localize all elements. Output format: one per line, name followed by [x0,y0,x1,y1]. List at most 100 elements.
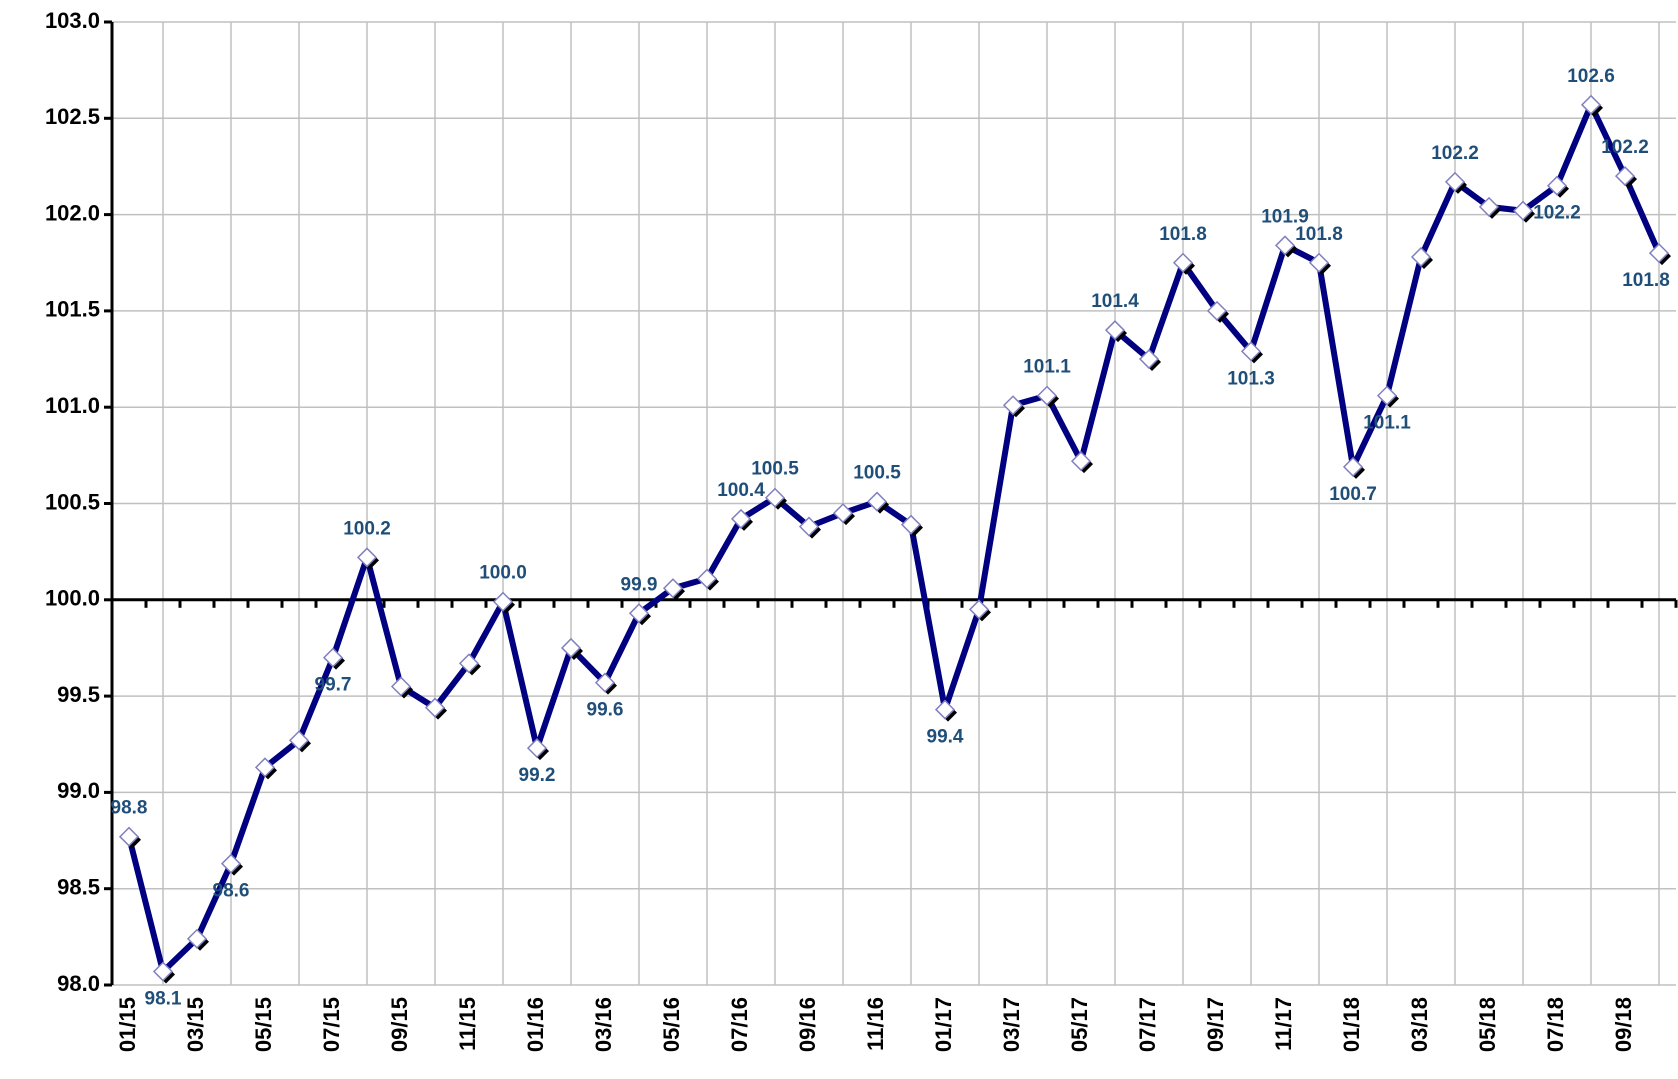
data-label: 100.7 [1329,484,1377,505]
x-tick-label: 01/18 [1339,997,1364,1052]
data-label: 100.2 [343,518,391,539]
data-label: 98.6 [213,881,250,902]
marker [152,961,175,984]
marker [526,738,549,761]
data-label: 102.6 [1567,66,1615,87]
marker [934,699,957,722]
marker [1342,456,1364,477]
marker [1376,385,1398,406]
marker [798,516,820,537]
x-tick-label: 03/15 [183,997,208,1052]
data-label: 102.2 [1431,143,1479,164]
marker [1546,175,1569,198]
x-tick-label: 05/16 [659,997,684,1052]
marker [1614,166,1637,189]
marker [1444,171,1466,192]
marker [730,508,752,529]
marker [1036,385,1058,406]
marker [1172,252,1195,275]
x-tick-label: 03/16 [591,997,616,1052]
marker [1376,385,1399,408]
marker [424,697,447,720]
marker [1648,243,1671,266]
marker [866,491,888,512]
x-tick-label: 05/15 [251,997,276,1052]
marker [764,487,786,508]
marker [186,928,209,951]
data-label: 101.8 [1159,224,1207,245]
marker [424,697,446,718]
marker [1308,252,1330,273]
marker [492,591,515,614]
data-label: 101.8 [1622,270,1670,291]
marker [628,603,651,626]
marker [152,961,174,982]
marker [628,603,650,624]
marker [458,653,480,674]
x-tick-label: 07/17 [1135,997,1160,1052]
x-tick-label: 09/15 [387,997,412,1052]
y-tick-label: 100.5 [45,489,100,514]
y-tick-label: 99.5 [57,682,100,707]
marker [934,699,956,720]
marker [288,730,311,753]
marker [1002,395,1024,416]
marker [1274,235,1297,258]
x-tick-label: 07/16 [727,997,752,1052]
marker [118,826,141,849]
marker [1444,171,1467,194]
marker [1580,94,1603,117]
marker [254,757,277,780]
marker [1478,196,1501,219]
marker [1104,320,1126,341]
y-tick-label: 103.0 [45,8,100,33]
marker [1206,300,1228,321]
marker [1614,166,1636,187]
x-tick-label: 09/18 [1611,997,1636,1052]
marker [1206,300,1229,323]
marker [1240,341,1263,364]
marker [458,653,481,676]
marker [1546,175,1568,196]
marker [1070,451,1093,474]
y-tick-label: 101.5 [45,297,100,322]
data-label: 100.0 [479,563,527,584]
x-tick-label: 01/15 [115,997,140,1052]
data-label: 98.1 [145,989,182,1010]
data-label: 102.2 [1601,137,1649,158]
line [126,101,1662,975]
marker [1240,341,1262,362]
data-label: 99.7 [315,675,352,696]
x-tick-label: 05/18 [1475,997,1500,1052]
marker [832,503,855,526]
marker [1070,451,1092,472]
marker [968,599,990,620]
data-label: 101.4 [1091,291,1139,312]
data-label: 100.4 [717,480,765,501]
data-label: 101.9 [1261,206,1309,227]
marker [1342,456,1365,479]
x-tick-label: 03/18 [1407,997,1432,1052]
marker [968,599,991,622]
data-label: 101.3 [1227,368,1275,389]
data-label: 102.2 [1533,203,1581,224]
marker [594,672,617,695]
marker [560,637,583,660]
y-tick-label: 102.0 [45,200,100,225]
x-tick-label: 07/18 [1543,997,1568,1052]
marker [1410,246,1433,269]
x-tick-label: 11/17 [1271,997,1296,1051]
marker [356,547,379,570]
marker [730,508,753,531]
marker [1512,200,1535,223]
data-label: 99.2 [519,765,556,786]
marker [1138,348,1160,370]
data-label: 99.6 [587,700,624,721]
x-tick-label: 09/16 [795,997,820,1052]
x-tick-label: 01/17 [931,997,956,1052]
marker [492,591,514,612]
y-tick-label: 102.5 [45,104,100,129]
y-tick-label: 99.0 [57,778,100,803]
marker [322,647,345,670]
